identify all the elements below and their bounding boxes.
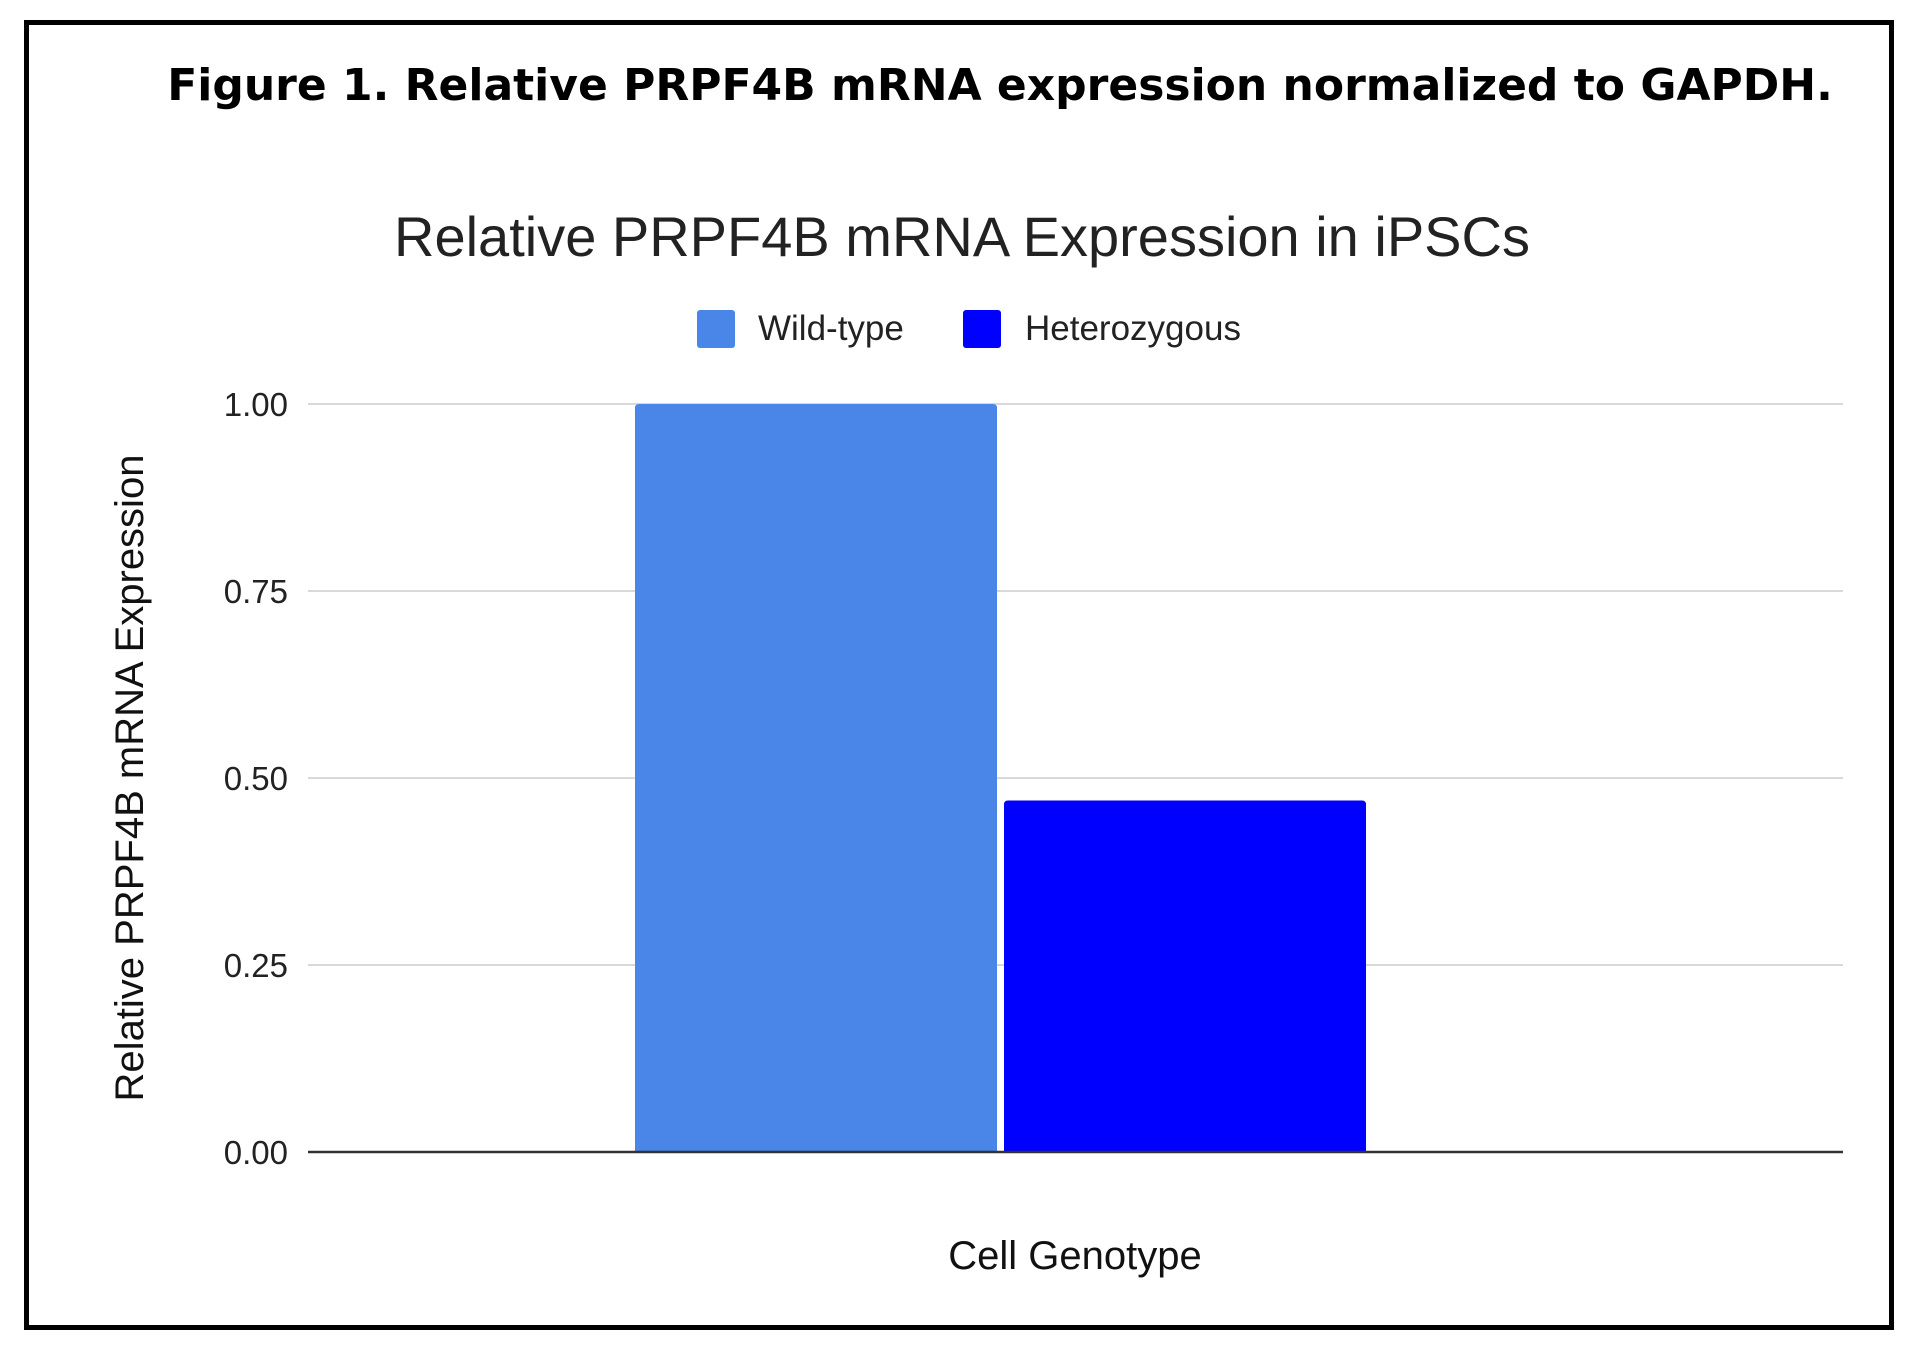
x-axis-label: Cell Genotype (948, 1234, 1201, 1278)
y-axis-label: Relative PRPF4B mRNA Expression (108, 455, 152, 1102)
legend: Wild-type Heterozygous (697, 309, 1241, 348)
y-tick-label: 0.75 (224, 573, 288, 610)
y-tick-label: 1.00 (224, 386, 288, 423)
legend-label-heterozygous: Heterozygous (1025, 309, 1241, 348)
y-axis-ticks: 0.00 0.25 0.50 0.75 1.00 (224, 386, 288, 1171)
y-tick-label: 0.00 (224, 1134, 288, 1171)
legend-swatch-heterozygous (963, 310, 1001, 348)
figure-caption: Figure 1. Relative PRPF4B mRNA expressio… (167, 60, 1833, 111)
bars (635, 404, 1366, 1152)
y-tick-label: 0.25 (224, 947, 288, 984)
bar-wild-type (635, 404, 997, 1152)
legend-label-wild-type: Wild-type (758, 309, 904, 348)
y-tick-label: 0.50 (224, 760, 288, 797)
legend-swatch-wild-type (697, 310, 735, 348)
bar-heterozygous (1004, 800, 1366, 1152)
chart-title: Relative PRPF4B mRNA Expression in iPSCs (394, 205, 1530, 268)
